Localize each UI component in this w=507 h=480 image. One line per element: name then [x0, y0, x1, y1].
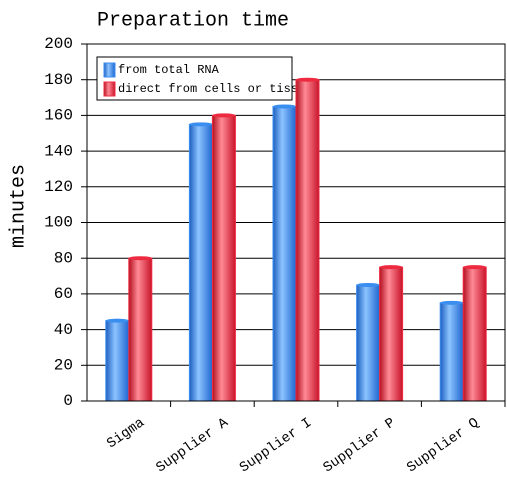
bar-cap — [105, 318, 129, 323]
legend-label: from total RNA — [118, 63, 220, 77]
bar — [105, 320, 130, 402]
x-tick-label: Supplier P — [321, 415, 399, 476]
bar — [188, 123, 213, 402]
bar — [462, 266, 487, 402]
bar — [295, 79, 320, 402]
y-tick-label: 140 — [44, 142, 73, 160]
legend-box — [96, 56, 293, 101]
bar-cap — [212, 113, 236, 118]
bar — [272, 105, 297, 402]
bar-cap — [379, 265, 403, 270]
bar — [439, 302, 464, 402]
bar-cap — [128, 256, 152, 261]
y-axis-label: minutes — [7, 164, 30, 248]
bar — [128, 257, 153, 402]
chart-title: Preparation time — [97, 9, 289, 32]
y-tick-label: 20 — [54, 357, 73, 375]
y-tick-label: 60 — [54, 285, 73, 303]
bar — [379, 266, 404, 402]
x-tick-label: Supplier I — [237, 415, 315, 476]
bar-cap — [356, 282, 380, 287]
y-tick-label: 120 — [44, 178, 73, 196]
y-tick-label: 40 — [54, 321, 73, 339]
y-tick-label: 160 — [44, 107, 73, 125]
bar — [211, 114, 236, 402]
x-tick-label: Supplier A — [153, 415, 231, 477]
y-tick-label: 0 — [63, 392, 73, 410]
y-tick-label: 180 — [44, 71, 73, 89]
bar-cap — [463, 265, 487, 270]
bar-cap — [296, 77, 319, 82]
x-tick-label: Sigma — [104, 415, 148, 452]
bar-cap — [189, 122, 213, 127]
bar — [356, 284, 381, 402]
y-tick-label: 80 — [54, 249, 73, 267]
x-tick-label: Supplier Q — [404, 415, 482, 476]
bar-cap — [440, 300, 464, 305]
legend-label: direct from cells or tissues — [118, 82, 320, 96]
legend-swatch — [103, 81, 116, 97]
bar-cap — [273, 104, 296, 109]
y-tick-label: 200 — [44, 35, 73, 53]
legend-swatch — [103, 62, 116, 78]
y-tick-label: 100 — [44, 214, 73, 232]
